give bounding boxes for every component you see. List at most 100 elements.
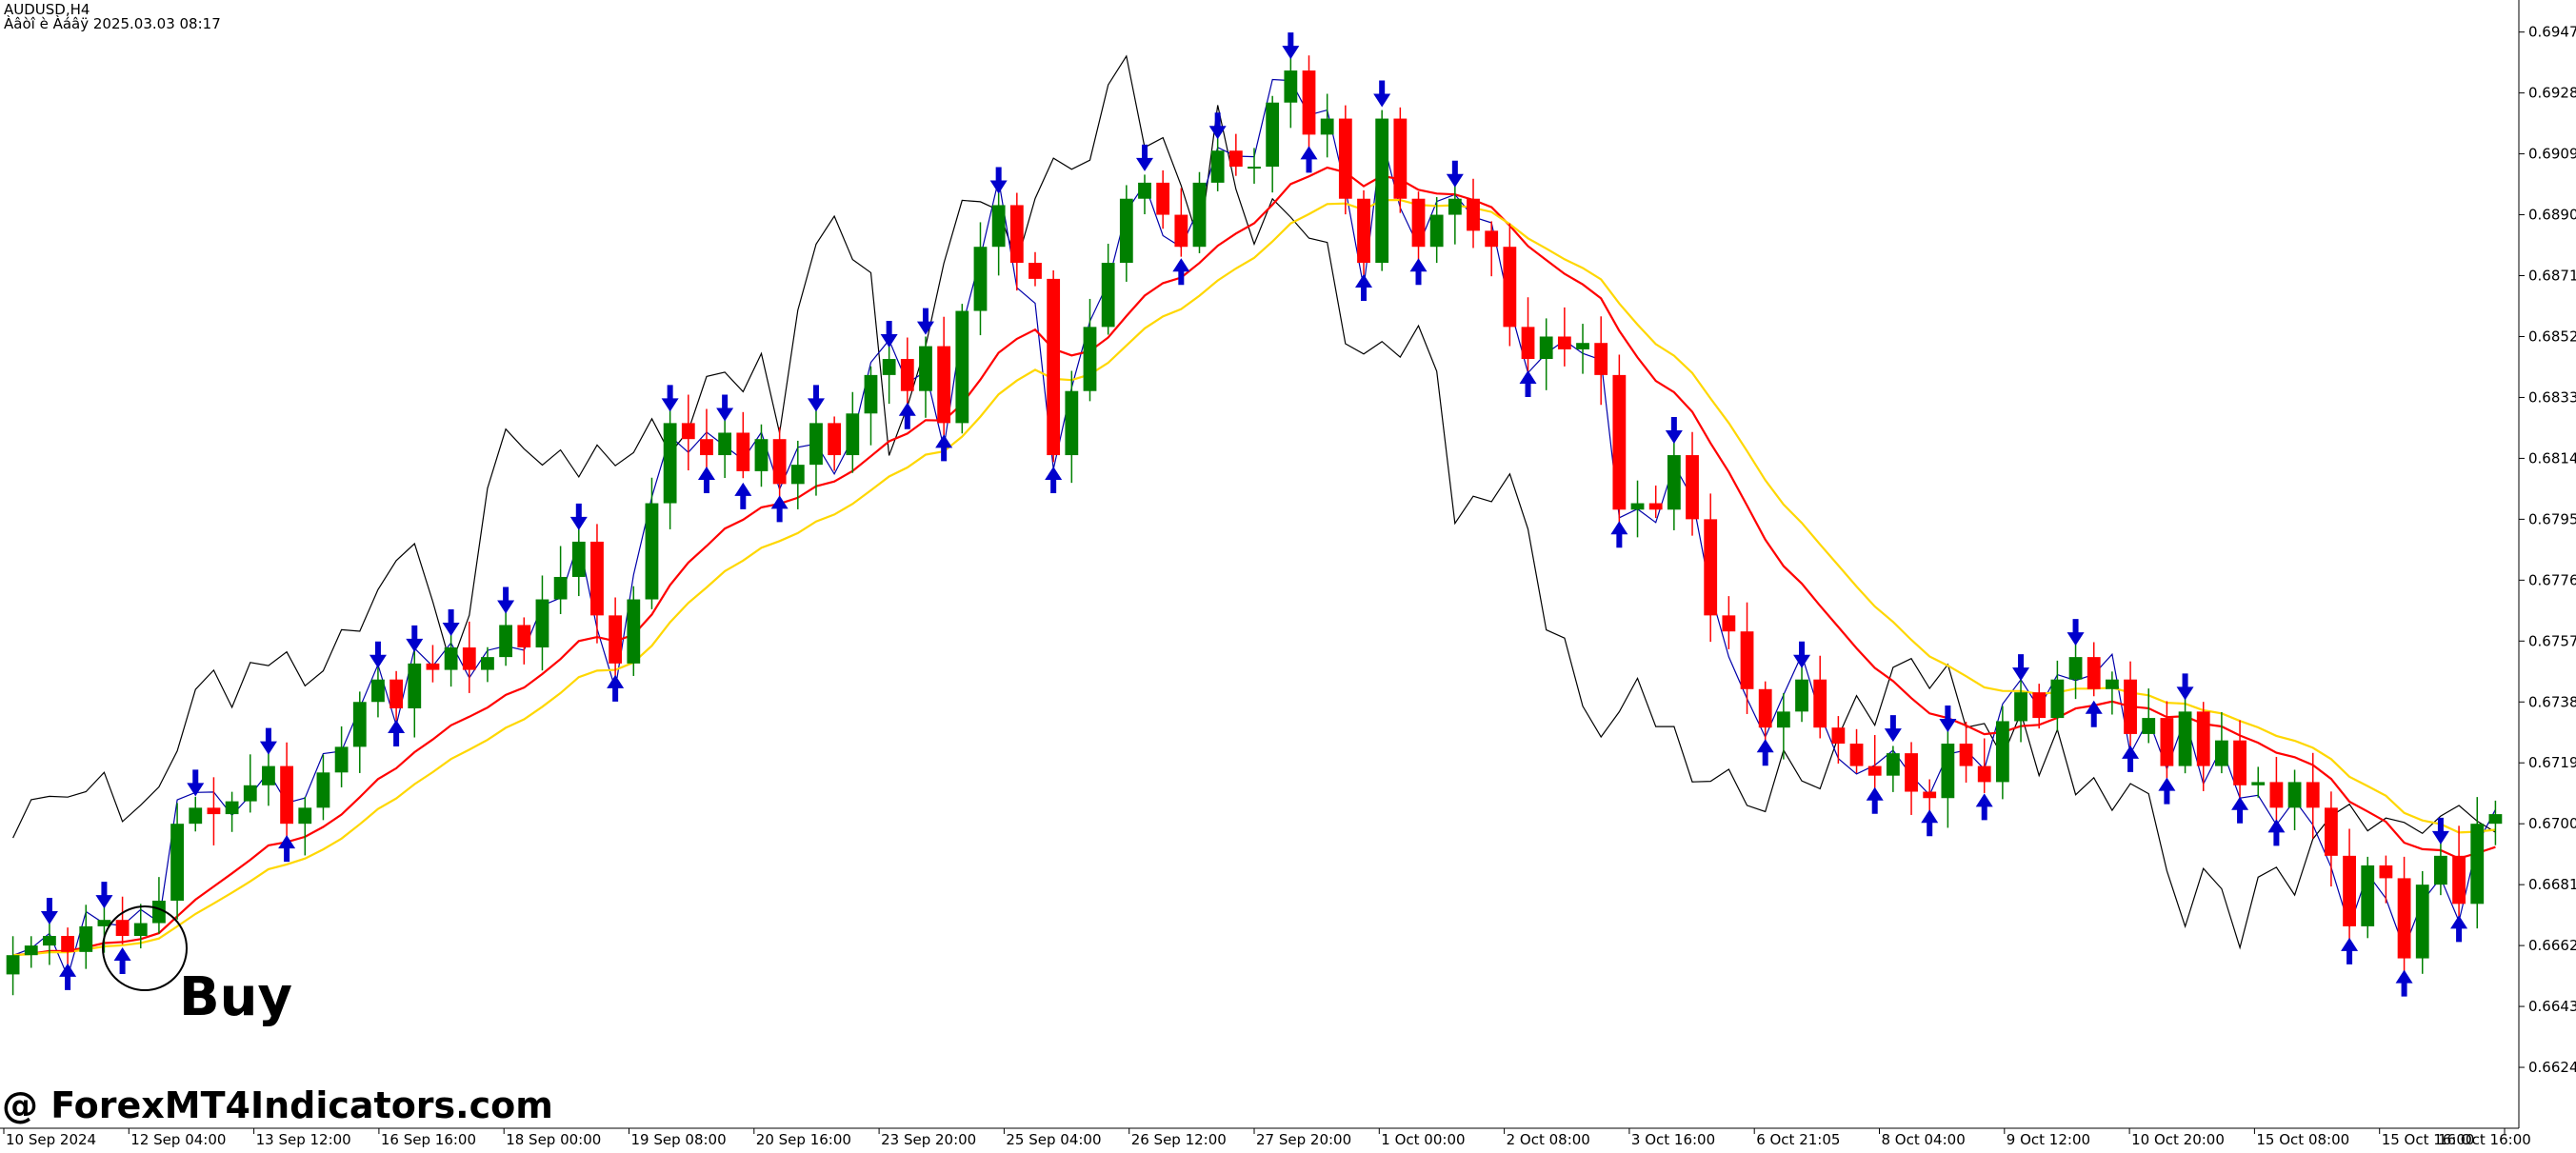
bull-candle <box>1995 721 2009 783</box>
time-tick-label: 1 Oct 00:00 <box>1381 1131 1465 1148</box>
bear-candle <box>1704 519 1718 616</box>
bull-candle <box>809 423 823 466</box>
time-tick-label: 27 Sep 20:00 <box>1256 1131 1351 1148</box>
time-tick-label: 13 Sep 12:00 <box>256 1131 351 1148</box>
bull-candle <box>2214 740 2228 766</box>
sell-arrow-icon <box>2431 817 2449 845</box>
bull-candle <box>225 801 239 815</box>
buy-arrow-icon <box>1300 146 1318 173</box>
bull-candle <box>2470 824 2485 905</box>
bear-candle <box>2397 878 2411 959</box>
bear-candle <box>609 615 623 664</box>
bear-candle <box>1594 343 1608 375</box>
bull-candle <box>991 205 1006 248</box>
bull-candle <box>408 663 422 708</box>
sell-arrow-icon <box>569 503 588 530</box>
bull-candle <box>298 807 312 825</box>
buy-arrow-icon <box>2341 937 2359 964</box>
sell-arrow-icon <box>1665 417 1683 445</box>
bull-candle <box>1101 263 1115 328</box>
sell-arrow-icon <box>1208 112 1227 140</box>
sell-arrow-icon <box>1446 160 1464 188</box>
bear-candle <box>517 625 531 648</box>
sell-arrow-icon <box>259 727 277 755</box>
bear-candle <box>207 807 221 815</box>
bear-candle <box>1905 753 1918 792</box>
bear-candle <box>462 647 476 670</box>
bull-candle <box>1065 390 1079 456</box>
sell-arrow-icon <box>442 609 460 637</box>
buy-arrow-icon <box>2158 777 2176 805</box>
bear-candle <box>1648 503 1663 510</box>
sell-arrow-icon <box>661 385 679 412</box>
bear-candle <box>426 663 440 670</box>
buy-arrow-icon <box>1975 793 1993 821</box>
bear-candle <box>1485 230 1499 248</box>
time-tick-label: 12 Sep 04:00 <box>130 1131 226 1148</box>
bull-candle <box>444 647 458 670</box>
time-tick-label: 10 Oct 20:00 <box>2131 1131 2225 1148</box>
bear-candle <box>2325 807 2338 856</box>
bear-candle <box>2379 865 2393 879</box>
chart-info-label: Àâòî è Àáâÿ 2025.03.03 08:17 <box>4 15 221 32</box>
bear-candle <box>1174 214 1188 248</box>
lagging-span-line <box>12 54 2496 950</box>
time-tick-label: 15 Oct 16:00 <box>2382 1131 2475 1148</box>
bull-candle <box>152 900 166 924</box>
buy-arrow-icon <box>113 947 131 975</box>
bull-candle <box>371 679 385 703</box>
bear-candle <box>590 541 604 616</box>
bull-candle <box>133 923 148 937</box>
bull-candle <box>2050 679 2065 719</box>
bear-candle <box>1156 182 1170 215</box>
sell-arrow-icon <box>2067 619 2085 646</box>
time-tick-label: 16 Oct 16:00 <box>2438 1131 2531 1148</box>
bull-candle <box>352 702 367 747</box>
bear-candle <box>2343 855 2356 926</box>
buy-arrow-icon <box>2085 700 2103 727</box>
watermark-text: @ ForexMT4Indicators.com <box>2 1084 553 1126</box>
bear-candle <box>1959 744 1973 766</box>
bull-candle <box>316 772 330 808</box>
time-tick-label: 25 Sep 04:00 <box>1006 1131 1101 1148</box>
bull-candle <box>627 599 641 664</box>
bull-candle <box>1429 214 1444 248</box>
bull-candle <box>1941 744 1955 799</box>
price-tick-label: 0.66240 <box>2528 1059 2576 1076</box>
sell-arrow-icon <box>1793 641 1811 668</box>
ma-slow-line <box>12 198 2496 957</box>
bull-candle <box>790 465 805 485</box>
bear-candle <box>1722 615 1736 632</box>
bear-candle <box>1849 744 1864 766</box>
buy-arrow-icon <box>770 495 789 523</box>
bull-candle <box>1576 343 1589 349</box>
bull-candle <box>1138 182 1151 199</box>
bear-candle <box>1686 455 1699 520</box>
bull-candle <box>553 576 568 600</box>
bull-candle <box>2142 718 2156 734</box>
bear-candle <box>1503 247 1517 328</box>
bull-candle <box>882 359 896 375</box>
time-tick-label: 15 Oct 08:00 <box>2256 1131 2349 1148</box>
bull-candle <box>1284 70 1298 103</box>
bull-candle <box>1320 118 1334 135</box>
sell-arrow-icon <box>2012 654 2030 682</box>
buy-arrow-icon <box>1610 521 1628 548</box>
bear-candle <box>2269 782 2284 808</box>
buy-annotation: Buy <box>179 966 293 1028</box>
bear-candle <box>772 439 787 485</box>
sell-arrow-icon <box>716 394 734 422</box>
buy-arrow-icon <box>1756 739 1774 766</box>
bull-candle <box>1630 503 1645 510</box>
sell-arrow-icon <box>40 898 58 925</box>
bear-candle <box>2160 718 2174 766</box>
bull-candle <box>43 936 56 946</box>
sell-arrow-icon <box>989 167 1008 194</box>
bear-candle <box>280 765 294 825</box>
